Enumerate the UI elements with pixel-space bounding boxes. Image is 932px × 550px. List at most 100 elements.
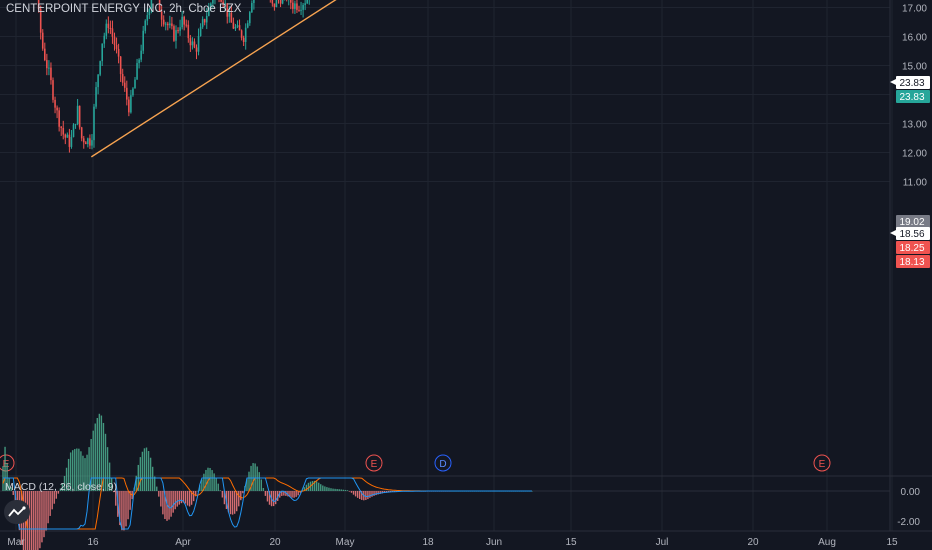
macd-histogram-bar (119, 491, 121, 526)
macd-histogram-bar (164, 491, 166, 520)
macd-histogram-bar (43, 491, 45, 538)
macd-histogram-bar (125, 491, 127, 527)
price-label: 18.13 (899, 257, 924, 268)
x-tick-label: 18 (422, 537, 434, 548)
candle-body (173, 26, 175, 41)
macd-histogram-bar (369, 491, 371, 498)
event-marker-label: E (819, 459, 826, 470)
x-tick-label: 16 (87, 537, 99, 548)
candle-body (85, 142, 87, 145)
candle-body (279, 0, 282, 4)
macd-histogram-bar (211, 470, 213, 491)
candle-body (95, 87, 97, 107)
price-label-box (896, 76, 930, 89)
tradingview-logo-icon[interactable] (4, 500, 30, 524)
macd-histogram-bar (53, 491, 55, 504)
macd-histogram-bar (182, 491, 185, 503)
macd-line (3, 477, 532, 530)
macd-histogram-bar (61, 483, 64, 491)
candle-body (296, 3, 298, 10)
candle-body (240, 30, 243, 38)
macd-histogram-bar (113, 491, 115, 493)
macd-tick-label: 0.00 (901, 487, 921, 498)
x-tick-label: 20 (269, 537, 281, 548)
macd-histogram-bar (303, 487, 306, 491)
macd-histogram-bar (199, 485, 201, 491)
macd-histogram-bar (336, 489, 338, 491)
candle-body (115, 44, 118, 49)
macd-histogram-bar (67, 458, 70, 491)
price-label: 18.25 (899, 243, 924, 254)
candle-body (281, 0, 284, 4)
candle-body (97, 74, 99, 88)
macd-histogram-bar (346, 490, 349, 491)
macd-histogram-bar (10, 487, 12, 491)
candle-body (144, 20, 147, 31)
event-marker-label: E (3, 459, 10, 470)
candle-body (195, 47, 198, 52)
macd-histogram-bar (190, 491, 193, 505)
candle-body (185, 24, 188, 26)
macd-histogram-bar (352, 491, 355, 495)
y-tick-label: 11.00 (903, 178, 928, 189)
macd-histogram-bar (4, 446, 6, 491)
candle-body (93, 106, 95, 141)
macd-histogram-bar (379, 491, 381, 494)
candle-body (201, 19, 204, 27)
macd-histogram-bar (33, 491, 35, 550)
macd-histogram-bar (121, 491, 123, 531)
candle-body (105, 23, 108, 36)
candle-body (148, 9, 151, 16)
candle-body (290, 0, 292, 3)
macd-histogram-bar (92, 430, 94, 491)
macd-histogram-bar (262, 487, 265, 491)
macd-histogram-bar (129, 491, 131, 510)
candle-body (78, 105, 81, 128)
macd-histogram-bar (141, 451, 144, 491)
macd-histogram-bar (338, 489, 340, 491)
ascending-trendline[interactable] (90, 0, 374, 158)
event-marker-label: E (371, 459, 378, 470)
macd-histogram-bar (293, 491, 295, 498)
y-tick-label: 12.00 (902, 149, 927, 160)
macd-histogram-bar (264, 491, 267, 496)
candle-body (60, 126, 62, 128)
x-tick-label: 15 (565, 537, 577, 548)
candle-body (50, 67, 52, 81)
candle-body (212, 0, 214, 4)
macd-histogram-bar (94, 423, 96, 491)
time-axis[interactable]: Mar 16 Apr 20 May 18 Jun 15 Jul 20 Aug 15 (7, 537, 898, 548)
macd-histogram-bar (248, 471, 250, 491)
macd-histogram-bar (186, 491, 189, 506)
candle-body (306, 0, 308, 4)
candle-body (142, 30, 144, 51)
macd-histogram-bar (320, 484, 322, 491)
macd-histogram-bar (160, 491, 162, 507)
macd-histogram-bar (307, 482, 310, 491)
macd-pane (0, 413, 890, 550)
macd-histogram-bar (110, 477, 113, 491)
macd-histogram-bar (297, 491, 299, 496)
candle-body (162, 19, 165, 25)
macd-histogram-bar (260, 479, 262, 491)
candle-body (193, 41, 196, 48)
macd-histogram-bar (219, 490, 221, 491)
candle-body (46, 60, 48, 69)
macd-histogram-bar (305, 484, 308, 491)
macd-histogram-bar (123, 491, 125, 531)
macd-histogram-bar (205, 469, 207, 491)
macd-histogram-bar (322, 485, 324, 491)
candle-body (246, 23, 249, 28)
candle-body (171, 23, 173, 27)
macd-histogram-bar (158, 491, 160, 497)
macd-histogram-bar (236, 491, 238, 512)
macd-histogram-bar (96, 418, 98, 491)
macd-histogram-bar (78, 448, 80, 491)
candle-body (140, 50, 142, 60)
macd-histogram-bar (102, 422, 105, 491)
candle-body (87, 138, 89, 145)
macd-histogram-bar (272, 491, 275, 507)
macd-histogram-bar (188, 491, 191, 507)
